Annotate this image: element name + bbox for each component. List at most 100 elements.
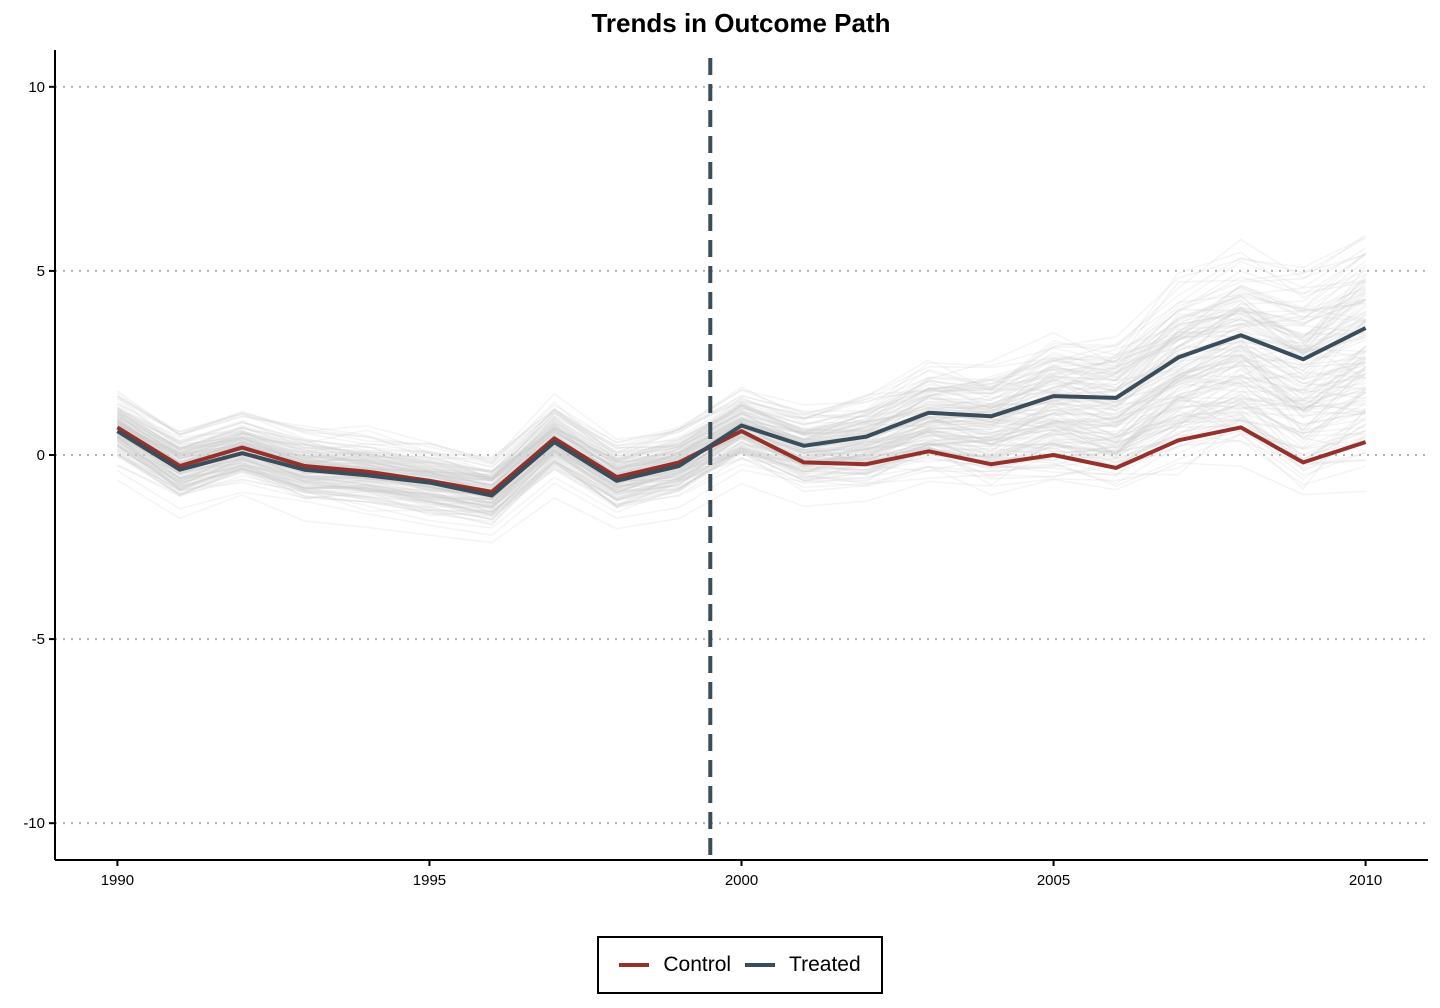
background-path: [116, 318, 1367, 476]
background-path: [116, 274, 1367, 481]
background-path: [116, 358, 1366, 463]
background-path: [117, 401, 1366, 516]
background-path: [116, 321, 1366, 513]
series-line-treated: [116, 326, 1367, 498]
background-path: [117, 328, 1366, 473]
background-path: [116, 399, 1366, 516]
x-tick-label: 2010: [1349, 872, 1382, 889]
legend-swatch-treated: [745, 963, 776, 967]
background-path: [116, 405, 1366, 483]
x-tick-label: 1995: [413, 872, 446, 889]
background-path: [116, 437, 1366, 504]
background-path: [116, 344, 1366, 487]
background-path: [117, 296, 1366, 476]
background-path: [116, 360, 1366, 460]
background-path: [116, 376, 1366, 507]
background-path: [117, 416, 1366, 500]
background-path: [117, 345, 1367, 473]
background-path: [117, 283, 1367, 508]
grid-lines: [55, 85, 1428, 825]
background-path: [116, 237, 1366, 476]
background-path: [116, 414, 1366, 500]
background-path: [116, 344, 1367, 510]
background-path: [117, 320, 1366, 537]
background-path: [117, 298, 1367, 481]
background-path: [117, 395, 1366, 479]
x-tick-label: 1990: [101, 872, 134, 889]
x-tick-label: 2005: [1037, 872, 1070, 889]
background-path: [117, 374, 1366, 508]
background-paths: [116, 234, 1367, 544]
background-path: [117, 329, 1366, 480]
background-path: [117, 270, 1366, 474]
chart-title: Trends in Outcome Path: [591, 8, 890, 38]
background-path: [117, 426, 1366, 514]
background-path: [117, 323, 1367, 493]
legend-swatch-control: [619, 963, 650, 967]
background-path: [116, 422, 1366, 501]
background-path: [117, 350, 1367, 523]
background-path: [117, 350, 1366, 486]
background-path: [117, 399, 1366, 474]
background-path: [117, 350, 1366, 508]
background-path: [117, 343, 1366, 480]
background-path: [116, 253, 1366, 489]
background-path: [116, 385, 1366, 482]
background-path: [117, 339, 1366, 483]
axes: [49, 50, 1428, 866]
background-path: [116, 356, 1367, 504]
background-path: [116, 320, 1367, 521]
background-path: [117, 360, 1367, 486]
background-path: [117, 252, 1367, 486]
background-path: [117, 251, 1366, 468]
background-path: [116, 388, 1367, 496]
y-tick-label: 0: [37, 447, 45, 464]
background-path: [116, 419, 1366, 508]
background-path: [117, 410, 1366, 519]
background-path: [117, 396, 1366, 513]
background-path: [116, 383, 1366, 513]
y-tick-label: -10: [23, 815, 45, 832]
background-path: [117, 284, 1366, 482]
background-path: [117, 292, 1367, 464]
background-path: [117, 379, 1366, 473]
background-path: [116, 311, 1366, 505]
background-path: [116, 382, 1366, 514]
y-tick-label: 10: [28, 79, 45, 96]
legend-label-treated: Treated: [789, 953, 861, 976]
background-path: [117, 238, 1366, 479]
background-path: [116, 432, 1367, 511]
background-path: [117, 403, 1366, 509]
background-path: [117, 280, 1367, 472]
legend: Control Treated: [597, 936, 883, 994]
background-path: [117, 313, 1367, 517]
background-path: [117, 346, 1366, 486]
background-path: [117, 357, 1366, 510]
background-path: [117, 303, 1367, 472]
background-path: [116, 372, 1366, 518]
background-path: [117, 298, 1366, 471]
background-path: [117, 295, 1366, 478]
background-path: [117, 358, 1367, 526]
background-path: [116, 344, 1366, 501]
legend-item-treated: Treated: [745, 953, 861, 977]
background-path: [117, 351, 1366, 506]
background-path: [116, 305, 1367, 478]
background-path: [116, 358, 1367, 521]
background-path: [117, 397, 1367, 512]
background-path: [116, 272, 1366, 482]
background-path: [117, 302, 1366, 464]
background-path: [116, 317, 1366, 521]
background-path: [117, 391, 1367, 503]
background-path: [117, 279, 1366, 468]
background-path: [116, 287, 1366, 495]
background-path: [117, 362, 1366, 529]
background-path: [116, 368, 1366, 508]
background-path: [117, 280, 1367, 505]
legend-label-control: Control: [663, 953, 732, 976]
background-path: [116, 417, 1366, 506]
background-path: [117, 347, 1366, 489]
background-path: [117, 331, 1366, 480]
background-path: [117, 298, 1366, 489]
